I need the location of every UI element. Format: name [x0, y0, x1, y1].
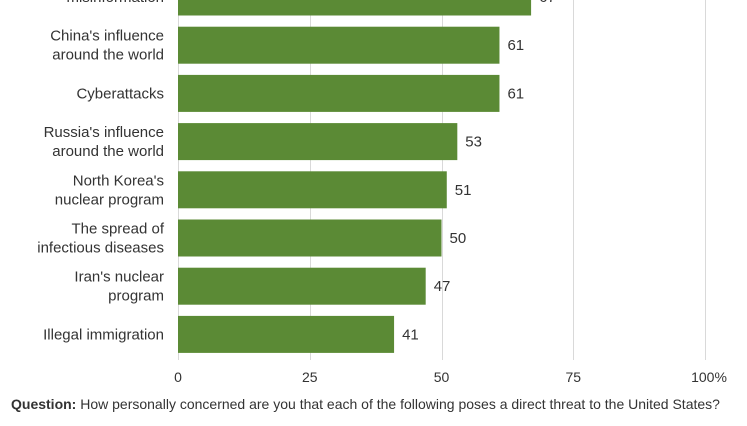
value-label-1: 61 — [507, 37, 524, 54]
value-labels: 67 61 61 53 51 50 47 41 — [402, 0, 556, 343]
category-label-line: misinformation — [66, 0, 164, 6]
category-label-line: nuclear program — [55, 191, 164, 208]
bar-chart: misinformation China's influence around th… — [37, 0, 727, 385]
category-label-7: Illegal immigration — [43, 326, 164, 343]
category-label-2: Cyberattacks — [76, 85, 164, 102]
bar-7 — [178, 315, 395, 353]
value-label-0: 67 — [539, 0, 556, 6]
category-label-line: The spread of — [71, 221, 164, 238]
category-label-line: Iran's nuclear — [74, 269, 164, 286]
category-label-4: North Korea's nuclear program — [55, 172, 164, 208]
value-label-3: 53 — [465, 134, 482, 151]
category-label-line: Russia's influence — [44, 124, 164, 141]
value-label-4: 51 — [455, 182, 472, 199]
bar-0 — [178, 0, 532, 16]
category-label-6: Iran's nuclear program — [74, 269, 164, 305]
category-label-line: North Korea's — [73, 172, 164, 189]
bar-1 — [178, 26, 500, 64]
category-label-1: China's influence around the world — [50, 28, 164, 64]
question-footnote: Question: How personally concerned are y… — [11, 397, 731, 412]
x-tick-label-0: 0 — [174, 369, 182, 385]
bar-4 — [178, 171, 447, 209]
value-label-6: 47 — [434, 278, 451, 295]
bar-6 — [178, 267, 426, 305]
x-tick-label-4: 100% — [691, 369, 727, 385]
category-label-line: infectious diseases — [37, 240, 164, 257]
value-label-7: 41 — [402, 326, 419, 343]
category-label-5: The spread of infectious diseases — [37, 221, 165, 257]
category-label-line: Illegal immigration — [43, 326, 164, 343]
category-label-line: Cyberattacks — [76, 85, 164, 102]
bar-2 — [178, 74, 500, 112]
x-tick-label-1: 25 — [302, 369, 318, 385]
value-label-5: 50 — [450, 230, 467, 247]
question-text: How personally concerned are you that ea… — [76, 396, 720, 412]
x-tick-label-2: 50 — [434, 369, 450, 385]
category-label-line: around the world — [52, 47, 164, 64]
bar-3 — [178, 123, 458, 161]
bar-5 — [178, 219, 442, 257]
x-tick-label-3: 75 — [565, 369, 581, 385]
question-label: Question: — [11, 396, 77, 412]
category-labels: misinformation China's influence around th… — [37, 0, 165, 343]
category-label-line: around the world — [52, 143, 164, 160]
x-axis-tick-labels: 0 25 50 75 100% — [174, 369, 727, 385]
category-label-0: misinformation — [66, 0, 164, 6]
category-label-3: Russia's influence around the world — [44, 124, 164, 160]
category-label-line: program — [108, 288, 164, 305]
category-label-line: China's influence — [50, 28, 164, 45]
value-label-2: 61 — [507, 85, 524, 102]
bars — [178, 0, 532, 353]
